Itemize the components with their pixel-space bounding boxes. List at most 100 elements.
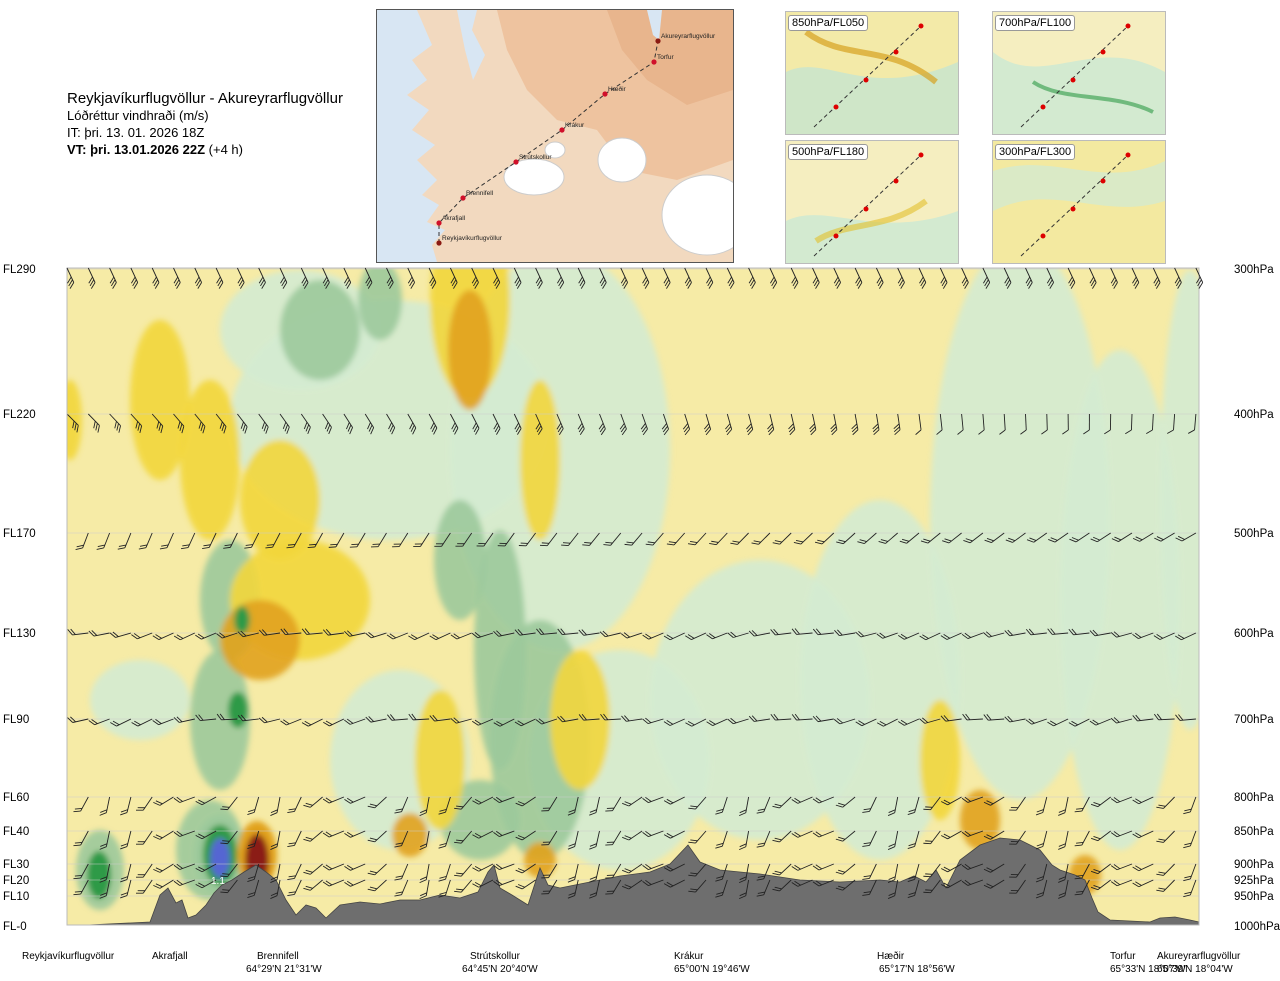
wind-barb bbox=[535, 267, 543, 289]
wind-barb bbox=[963, 532, 984, 544]
wind-barb bbox=[685, 632, 707, 640]
field-region bbox=[800, 500, 960, 860]
wind-barb bbox=[287, 863, 302, 880]
wind-barb bbox=[936, 413, 943, 435]
wind-barb bbox=[258, 716, 281, 724]
wind-barb bbox=[1154, 532, 1175, 542]
wind-barb bbox=[449, 267, 458, 289]
field-region bbox=[230, 540, 370, 660]
wind-barb bbox=[567, 863, 579, 883]
field-region bbox=[474, 530, 526, 770]
map-waypoint bbox=[460, 195, 466, 201]
wind-barb bbox=[159, 532, 174, 550]
field-core bbox=[87, 851, 111, 899]
wind-barb bbox=[73, 863, 89, 880]
wind-barb bbox=[876, 632, 898, 639]
wind-barb bbox=[862, 830, 877, 847]
wind-barb bbox=[323, 718, 345, 727]
wind-barb bbox=[887, 830, 899, 850]
wind-barb bbox=[715, 796, 728, 815]
field-region bbox=[490, 620, 590, 860]
wind-barb bbox=[1125, 413, 1133, 435]
wind-barb bbox=[622, 830, 643, 841]
wind-barb bbox=[1132, 714, 1154, 722]
wind-barb bbox=[1132, 863, 1154, 872]
wind-barb bbox=[791, 879, 813, 887]
wind-barb bbox=[265, 532, 281, 549]
wind-barb bbox=[746, 413, 754, 436]
wind-barb bbox=[1175, 532, 1197, 542]
wind-barb bbox=[1005, 532, 1026, 543]
wind-barb bbox=[999, 413, 1006, 435]
wind-barb bbox=[67, 879, 68, 890]
wind-barb bbox=[438, 796, 451, 815]
wind-barb bbox=[589, 863, 600, 883]
wind-barb bbox=[493, 630, 515, 637]
flight-level-label: FL40 bbox=[3, 826, 29, 838]
wind-barb bbox=[87, 413, 100, 433]
wind-barb bbox=[835, 863, 856, 875]
wind-barb bbox=[173, 716, 195, 723]
wind-barb bbox=[725, 413, 733, 436]
field-region bbox=[76, 830, 124, 910]
wind-barb bbox=[791, 863, 813, 871]
wind-barb bbox=[1025, 718, 1047, 725]
wind-barb bbox=[394, 863, 409, 881]
field-region bbox=[530, 650, 710, 870]
wind-barb bbox=[364, 413, 375, 435]
wind-barb bbox=[75, 532, 89, 551]
wind-barb bbox=[598, 413, 606, 436]
wind-barb bbox=[809, 413, 817, 436]
wind-barb bbox=[605, 863, 622, 879]
wind-barb bbox=[1058, 863, 1069, 883]
wind-barb bbox=[349, 532, 366, 548]
wind-barb bbox=[705, 267, 714, 289]
wind-barb bbox=[365, 716, 387, 723]
wind-barb bbox=[370, 532, 387, 548]
wind-barb bbox=[899, 532, 920, 544]
flight-level-label: FL290 bbox=[3, 264, 36, 276]
station-name: Brennifell bbox=[257, 951, 299, 962]
wind-barb bbox=[851, 413, 859, 436]
wind-barb bbox=[983, 830, 1005, 840]
wind-barb bbox=[709, 532, 728, 546]
wind-barb bbox=[493, 796, 515, 803]
wind-barb bbox=[541, 796, 558, 812]
wind-barb bbox=[110, 718, 132, 727]
field-region bbox=[450, 268, 670, 650]
wind-barb bbox=[1153, 713, 1175, 721]
field-region bbox=[358, 268, 402, 340]
wind-barb bbox=[287, 879, 302, 896]
wind-barb bbox=[120, 830, 132, 850]
wind-barb bbox=[738, 830, 750, 851]
wind-barb bbox=[151, 413, 164, 434]
wind-barb bbox=[223, 532, 238, 549]
wind-barb bbox=[303, 830, 323, 842]
wind-barb bbox=[923, 879, 941, 894]
wind-barb bbox=[878, 532, 898, 544]
wind-barb bbox=[688, 796, 707, 810]
wind-barb bbox=[394, 830, 409, 848]
wind-barb bbox=[915, 413, 922, 435]
wind-barb bbox=[471, 413, 480, 435]
wind-barb bbox=[173, 267, 181, 289]
field-region bbox=[180, 380, 240, 540]
wind-barb bbox=[1195, 267, 1204, 289]
field-core bbox=[234, 606, 250, 634]
wind-barb bbox=[887, 796, 899, 816]
wind-barb bbox=[279, 413, 290, 434]
wind-barb bbox=[407, 267, 415, 289]
wind-barb bbox=[419, 879, 430, 900]
wind-barb bbox=[270, 863, 281, 883]
wind-barb bbox=[151, 267, 160, 289]
wind-barb bbox=[120, 863, 132, 883]
wind-barb bbox=[344, 796, 366, 804]
field-background bbox=[67, 268, 1199, 925]
wind-barb bbox=[67, 413, 79, 433]
wind-barb bbox=[941, 863, 962, 873]
wind-barb bbox=[1058, 796, 1069, 816]
wind-barb bbox=[1062, 413, 1069, 435]
wind-barb bbox=[307, 532, 323, 549]
wind-barb bbox=[303, 879, 323, 891]
wind-barb bbox=[791, 713, 813, 721]
